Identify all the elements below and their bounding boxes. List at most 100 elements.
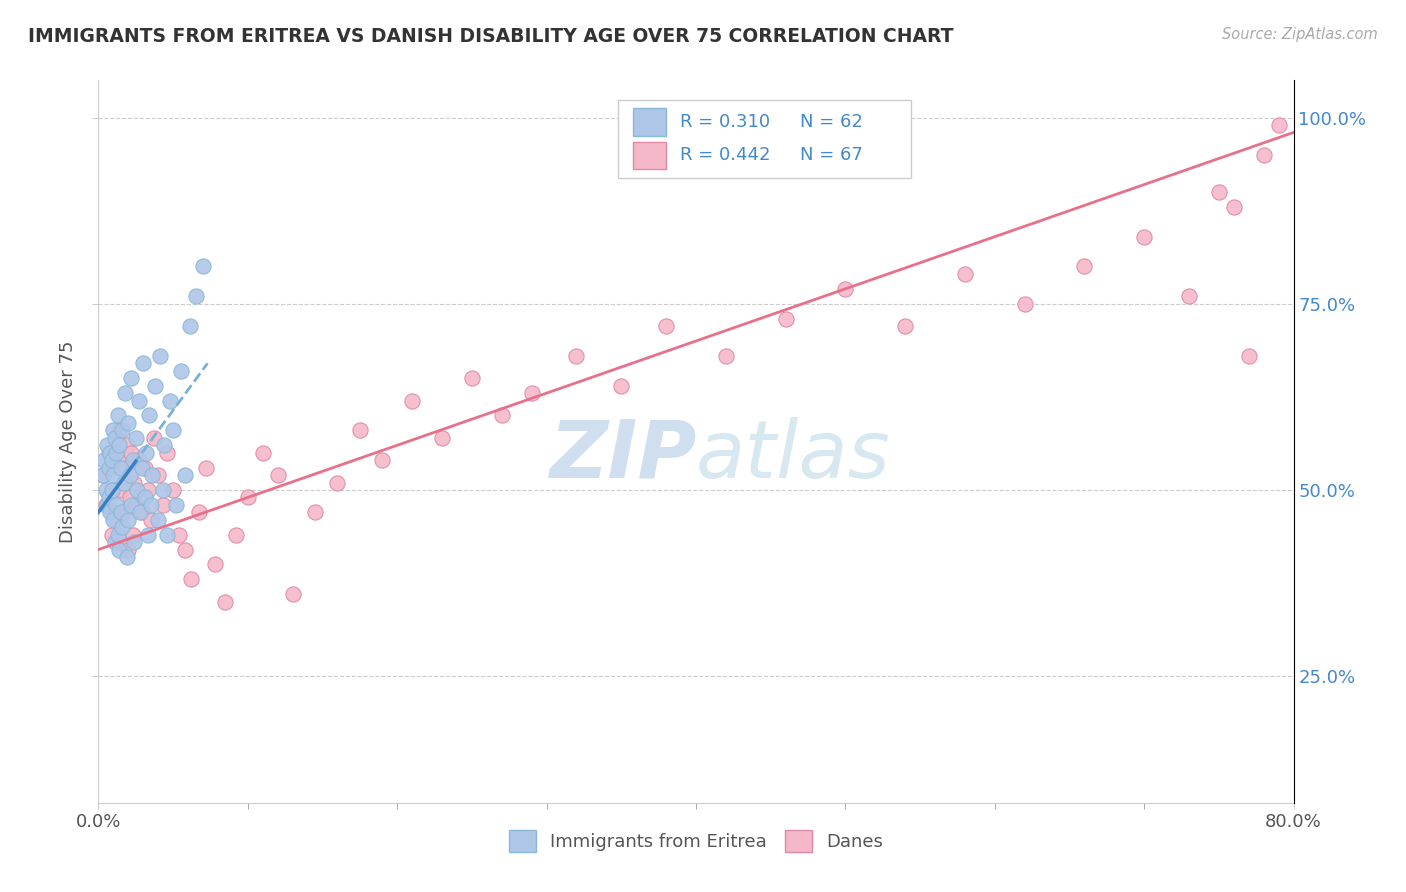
Point: [101, 483, 124, 497]
Point: [136, 527, 159, 541]
Point: [894, 319, 917, 334]
Point: [214, 595, 236, 609]
Point: [491, 409, 513, 423]
Point: [111, 423, 134, 437]
Point: [142, 431, 165, 445]
Point: [110, 505, 132, 519]
Text: ZIP: ZIP: [548, 417, 696, 495]
Point: [110, 535, 132, 549]
Point: [121, 453, 143, 467]
Point: [461, 371, 484, 385]
Point: [134, 491, 156, 505]
Point: [118, 468, 141, 483]
Point: [97, 460, 120, 475]
Point: [162, 423, 184, 437]
Point: [169, 364, 191, 378]
Point: [655, 319, 678, 334]
Point: [1208, 185, 1230, 199]
Point: [117, 513, 139, 527]
FancyBboxPatch shape: [619, 100, 911, 178]
Point: [103, 468, 125, 483]
Point: [135, 446, 157, 460]
Point: [107, 453, 129, 467]
Text: IMMIGRANTS FROM ERITREA VS DANISH DISABILITY AGE OVER 75 CORRELATION CHART: IMMIGRANTS FROM ERITREA VS DANISH DISABI…: [28, 27, 953, 45]
Bar: [633, 142, 666, 169]
Point: [267, 468, 290, 483]
Point: [141, 468, 163, 483]
Point: [101, 527, 124, 541]
Point: [132, 356, 155, 370]
Point: [252, 446, 274, 460]
Point: [184, 289, 207, 303]
Text: R = 0.442: R = 0.442: [681, 146, 770, 164]
Y-axis label: Disability Age Over 75: Disability Age Over 75: [59, 340, 77, 543]
Point: [430, 431, 453, 445]
Point: [136, 483, 159, 497]
Point: [134, 460, 156, 475]
Point: [110, 460, 132, 475]
Point: [128, 453, 150, 467]
Point: [139, 498, 162, 512]
Point: [162, 483, 184, 497]
Point: [156, 527, 179, 541]
Point: [115, 438, 138, 452]
Point: [96, 498, 118, 512]
Point: [401, 393, 423, 408]
Point: [165, 498, 187, 512]
Point: [105, 498, 128, 512]
Point: [97, 491, 120, 505]
Point: [129, 505, 152, 519]
Point: [174, 542, 197, 557]
Point: [114, 386, 136, 401]
Point: [120, 446, 142, 460]
Point: [97, 446, 120, 460]
Point: [104, 535, 127, 549]
Point: [111, 520, 134, 534]
Point: [120, 498, 142, 512]
Point: [1178, 289, 1201, 303]
Point: [125, 431, 148, 445]
Point: [111, 483, 134, 497]
Point: [1133, 229, 1156, 244]
Point: [349, 423, 371, 437]
Point: [131, 460, 153, 475]
Point: [127, 483, 149, 497]
Point: [152, 498, 174, 512]
Point: [94, 483, 117, 497]
Point: [281, 587, 304, 601]
Point: [139, 513, 162, 527]
Point: [236, 491, 259, 505]
Point: [143, 378, 166, 392]
Point: [148, 513, 170, 527]
Point: [131, 505, 153, 519]
Point: [118, 491, 141, 505]
Point: [714, 349, 737, 363]
Point: [96, 438, 118, 452]
Point: [1073, 260, 1095, 274]
Point: [180, 572, 202, 586]
Point: [120, 371, 142, 385]
Point: [1253, 148, 1275, 162]
Point: [91, 468, 114, 483]
Point: [167, 527, 190, 541]
Text: N = 62: N = 62: [800, 113, 863, 131]
Point: [112, 505, 135, 519]
Point: [114, 460, 136, 475]
Point: [565, 349, 588, 363]
Point: [121, 527, 143, 541]
Point: [124, 535, 146, 549]
Point: [117, 542, 139, 557]
Point: [179, 319, 201, 334]
Point: [1267, 118, 1289, 132]
Point: [953, 267, 976, 281]
Point: [108, 542, 131, 557]
Text: R = 0.310: R = 0.310: [681, 113, 770, 131]
Point: [138, 409, 160, 423]
Point: [225, 527, 247, 541]
Point: [371, 453, 394, 467]
Point: [107, 409, 129, 423]
Point: [204, 558, 226, 572]
Point: [107, 527, 129, 541]
Point: [834, 282, 856, 296]
Point: [191, 260, 214, 274]
